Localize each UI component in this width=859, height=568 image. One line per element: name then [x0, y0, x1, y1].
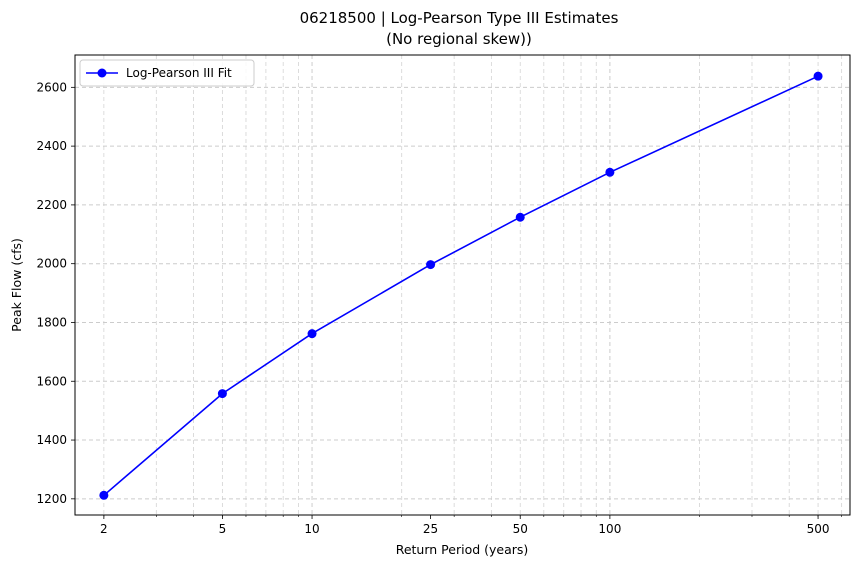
chart-title: 06218500 | Log-Pearson Type III Estimate…: [300, 9, 619, 27]
legend-marker-swatch: [97, 68, 107, 78]
y-tick-label: 1400: [36, 433, 67, 447]
x-tick-label: 500: [807, 522, 830, 536]
legend-label: Log-Pearson III Fit: [126, 66, 232, 80]
data-point: [605, 167, 615, 177]
y-tick-label: 2400: [36, 139, 67, 153]
legend-box: [79, 59, 255, 87]
plot-area: [74, 54, 851, 516]
x-tick-label: 2: [100, 522, 108, 536]
x-tick-label: 5: [219, 522, 227, 536]
x-tick-label: 100: [598, 522, 621, 536]
y-tick-label: 2600: [36, 80, 67, 94]
y-tick-label: 1600: [36, 374, 67, 388]
data-point: [426, 260, 436, 270]
y-tick-label: 2000: [36, 257, 67, 271]
series-line: [103, 75, 819, 496]
x-tick-label: 10: [304, 522, 319, 536]
y-tick-label: 1800: [36, 315, 67, 329]
legend: Log-Pearson III Fit: [79, 59, 255, 87]
data-point: [99, 490, 109, 500]
data-point: [813, 71, 823, 81]
series: [99, 71, 823, 500]
x-tick-label: 50: [513, 522, 528, 536]
grid: [75, 55, 850, 515]
x-tick-label: 25: [423, 522, 438, 536]
y-axis-label: Peak Flow (cfs): [9, 238, 24, 332]
y-tick-label: 2200: [36, 198, 67, 212]
y-tick-label: 1200: [36, 492, 67, 506]
data-point: [217, 389, 227, 399]
data-point: [515, 212, 525, 222]
data-point: [307, 329, 317, 339]
x-axis-label: Return Period (years): [396, 542, 529, 557]
chart-subtitle: (No regional skew)): [386, 30, 532, 48]
